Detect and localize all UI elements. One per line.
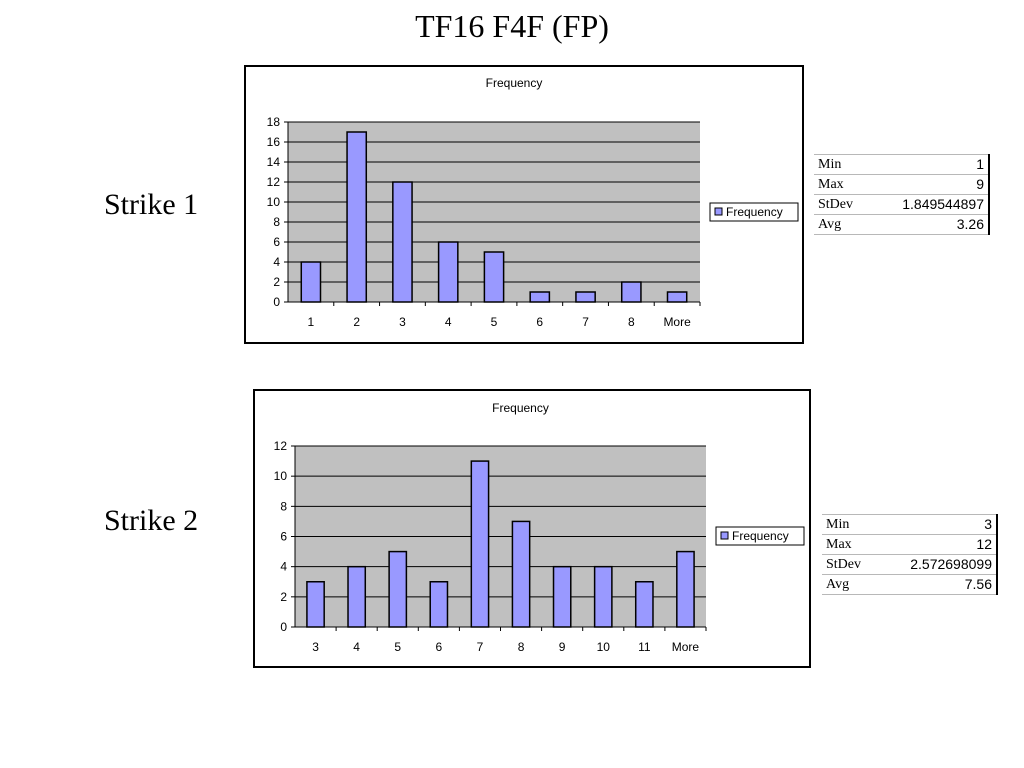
- stat-value: 7.56: [892, 574, 998, 595]
- x-tick-label: More: [672, 640, 700, 654]
- stats-row-stdev: StDev 2.572698099: [822, 554, 998, 575]
- x-tick-label: 1: [308, 315, 315, 329]
- stats-row-avg: Avg 3.26: [814, 214, 990, 235]
- bar: [437, 241, 459, 303]
- strike-2-label: Strike 2: [104, 504, 199, 537]
- stats-row-avg: Avg 7.56: [822, 574, 998, 595]
- x-tick-label: 4: [445, 315, 452, 329]
- stat-value: 12: [892, 534, 998, 555]
- x-tick-label: More: [663, 315, 691, 329]
- x-tick-label: 9: [559, 640, 566, 654]
- strike-2-stats-table: Min 3 Max 12 StDev 2.572698099 Avg 7.56: [822, 514, 998, 595]
- y-tick-label: 18: [267, 115, 281, 129]
- y-tick-label: 12: [274, 439, 288, 453]
- stats-row-stdev: StDev 1.849544897: [814, 194, 990, 215]
- bar: [470, 460, 490, 628]
- bar: [347, 565, 367, 628]
- stat-value: 3.26: [884, 214, 990, 235]
- chart-title: Frequency: [492, 401, 549, 415]
- bar: [529, 291, 551, 303]
- bar: [306, 581, 325, 628]
- x-tick-label: 5: [491, 315, 498, 329]
- strike-1-label: Strike 1: [104, 188, 199, 221]
- x-tick-label: 6: [536, 315, 543, 329]
- strike-2-chart: Frequency 0 2 4 6 8 10 12 3 4 5 6 7 8 9 10 11 More Frequen…: [253, 389, 811, 668]
- legend-box: [715, 526, 805, 546]
- stat-name: Max: [822, 534, 892, 555]
- legend-swatch: [720, 531, 729, 540]
- stat-name: Max: [814, 174, 884, 195]
- x-tick-label: 3: [312, 640, 319, 654]
- stats-row-min: Min 3: [822, 514, 998, 535]
- bar: [346, 131, 368, 303]
- bar: [300, 261, 322, 303]
- y-tick-label: 4: [280, 560, 287, 574]
- legend-swatch: [714, 207, 723, 216]
- stat-name: Avg: [822, 574, 892, 595]
- bar: [511, 520, 531, 628]
- y-tick-label: 14: [267, 155, 281, 169]
- y-tick-label: 6: [280, 530, 287, 544]
- stat-value: 2.572698099: [892, 554, 998, 575]
- x-tick-label: 10: [597, 640, 611, 654]
- bar: [483, 251, 505, 303]
- stat-name: Avg: [814, 214, 884, 235]
- stat-name: StDev: [822, 554, 892, 575]
- stat-name: StDev: [814, 194, 884, 215]
- bar: [620, 281, 642, 303]
- bar: [392, 181, 413, 303]
- y-tick-label: 6: [273, 235, 280, 249]
- bar: [666, 291, 688, 303]
- stat-value: 3: [892, 514, 998, 535]
- y-tick-label: 8: [280, 499, 287, 513]
- strike-1-stats-table: Min 1 Max 9 StDev 1.849544897 Avg 3.26: [814, 154, 990, 235]
- x-tick-label: 5: [394, 640, 401, 654]
- bar: [429, 581, 449, 628]
- y-tick-label: 12: [267, 175, 281, 189]
- x-tick-label: 8: [628, 315, 635, 329]
- strike-1-chart: Frequency 0 2 4 6 8 10 12 14 16 18 1 2 3 4 5 6 7 8 More Freq…: [244, 65, 804, 344]
- x-tick-label: 7: [582, 315, 589, 329]
- x-tick-label: 2: [353, 315, 360, 329]
- bar: [593, 565, 613, 628]
- y-tick-label: 8: [273, 215, 280, 229]
- legend-label: Frequency: [732, 529, 789, 543]
- x-tick-label: 8: [518, 640, 525, 654]
- chart-title: Frequency: [486, 76, 543, 90]
- stat-value: 1: [884, 154, 990, 175]
- y-tick-label: 2: [273, 275, 280, 289]
- stat-value: 9: [884, 174, 990, 195]
- x-tick-label: 3: [399, 315, 406, 329]
- legend-label: Frequency: [726, 205, 783, 219]
- y-tick-label: 10: [267, 195, 281, 209]
- bar: [388, 550, 408, 628]
- x-tick-label: 4: [353, 640, 360, 654]
- stat-name: Min: [814, 154, 884, 175]
- x-tick-label: 11: [638, 640, 651, 654]
- legend-box: [709, 202, 799, 222]
- y-tick-label: 0: [280, 620, 287, 634]
- stat-value: 1.849544897: [884, 194, 990, 215]
- bar: [676, 550, 695, 628]
- x-tick-label: 6: [436, 640, 443, 654]
- stats-row-min: Min 1: [814, 154, 990, 175]
- stats-row-max: Max 12: [822, 534, 998, 555]
- bar: [575, 291, 596, 303]
- y-tick-label: 16: [267, 135, 281, 149]
- strike-2-chart-svg: Frequency 0 2 4 6 8 10 12 3 4 5 6 7 8 9 10 11 More Frequen…: [274, 401, 805, 654]
- bar: [552, 565, 572, 628]
- stat-name: Min: [822, 514, 892, 535]
- y-tick-label: 4: [273, 255, 280, 269]
- slide-title: TF16 F4F (FP): [415, 8, 609, 44]
- bar: [634, 581, 654, 628]
- y-tick-label: 10: [274, 469, 288, 483]
- stats-row-max: Max 9: [814, 174, 990, 195]
- x-tick-label: 7: [477, 640, 484, 654]
- y-tick-label: 0: [273, 295, 280, 309]
- y-tick-label: 2: [280, 590, 287, 604]
